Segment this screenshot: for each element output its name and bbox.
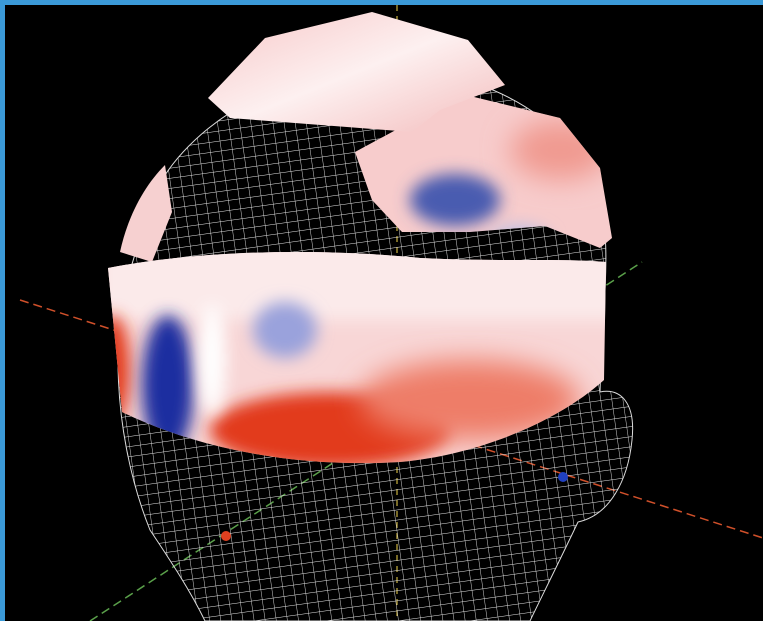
main-band (108, 252, 606, 464)
marker-blue (558, 472, 568, 482)
band-blue-blob (253, 302, 317, 358)
top-cap (208, 12, 505, 132)
band-red-right (360, 360, 580, 440)
band-white-strip (198, 305, 226, 415)
band-top-light (108, 252, 606, 320)
marker-red (221, 531, 231, 541)
band-blue-strip (142, 315, 194, 455)
back-blue-spot (410, 174, 500, 226)
cap-left-piece (120, 165, 172, 262)
